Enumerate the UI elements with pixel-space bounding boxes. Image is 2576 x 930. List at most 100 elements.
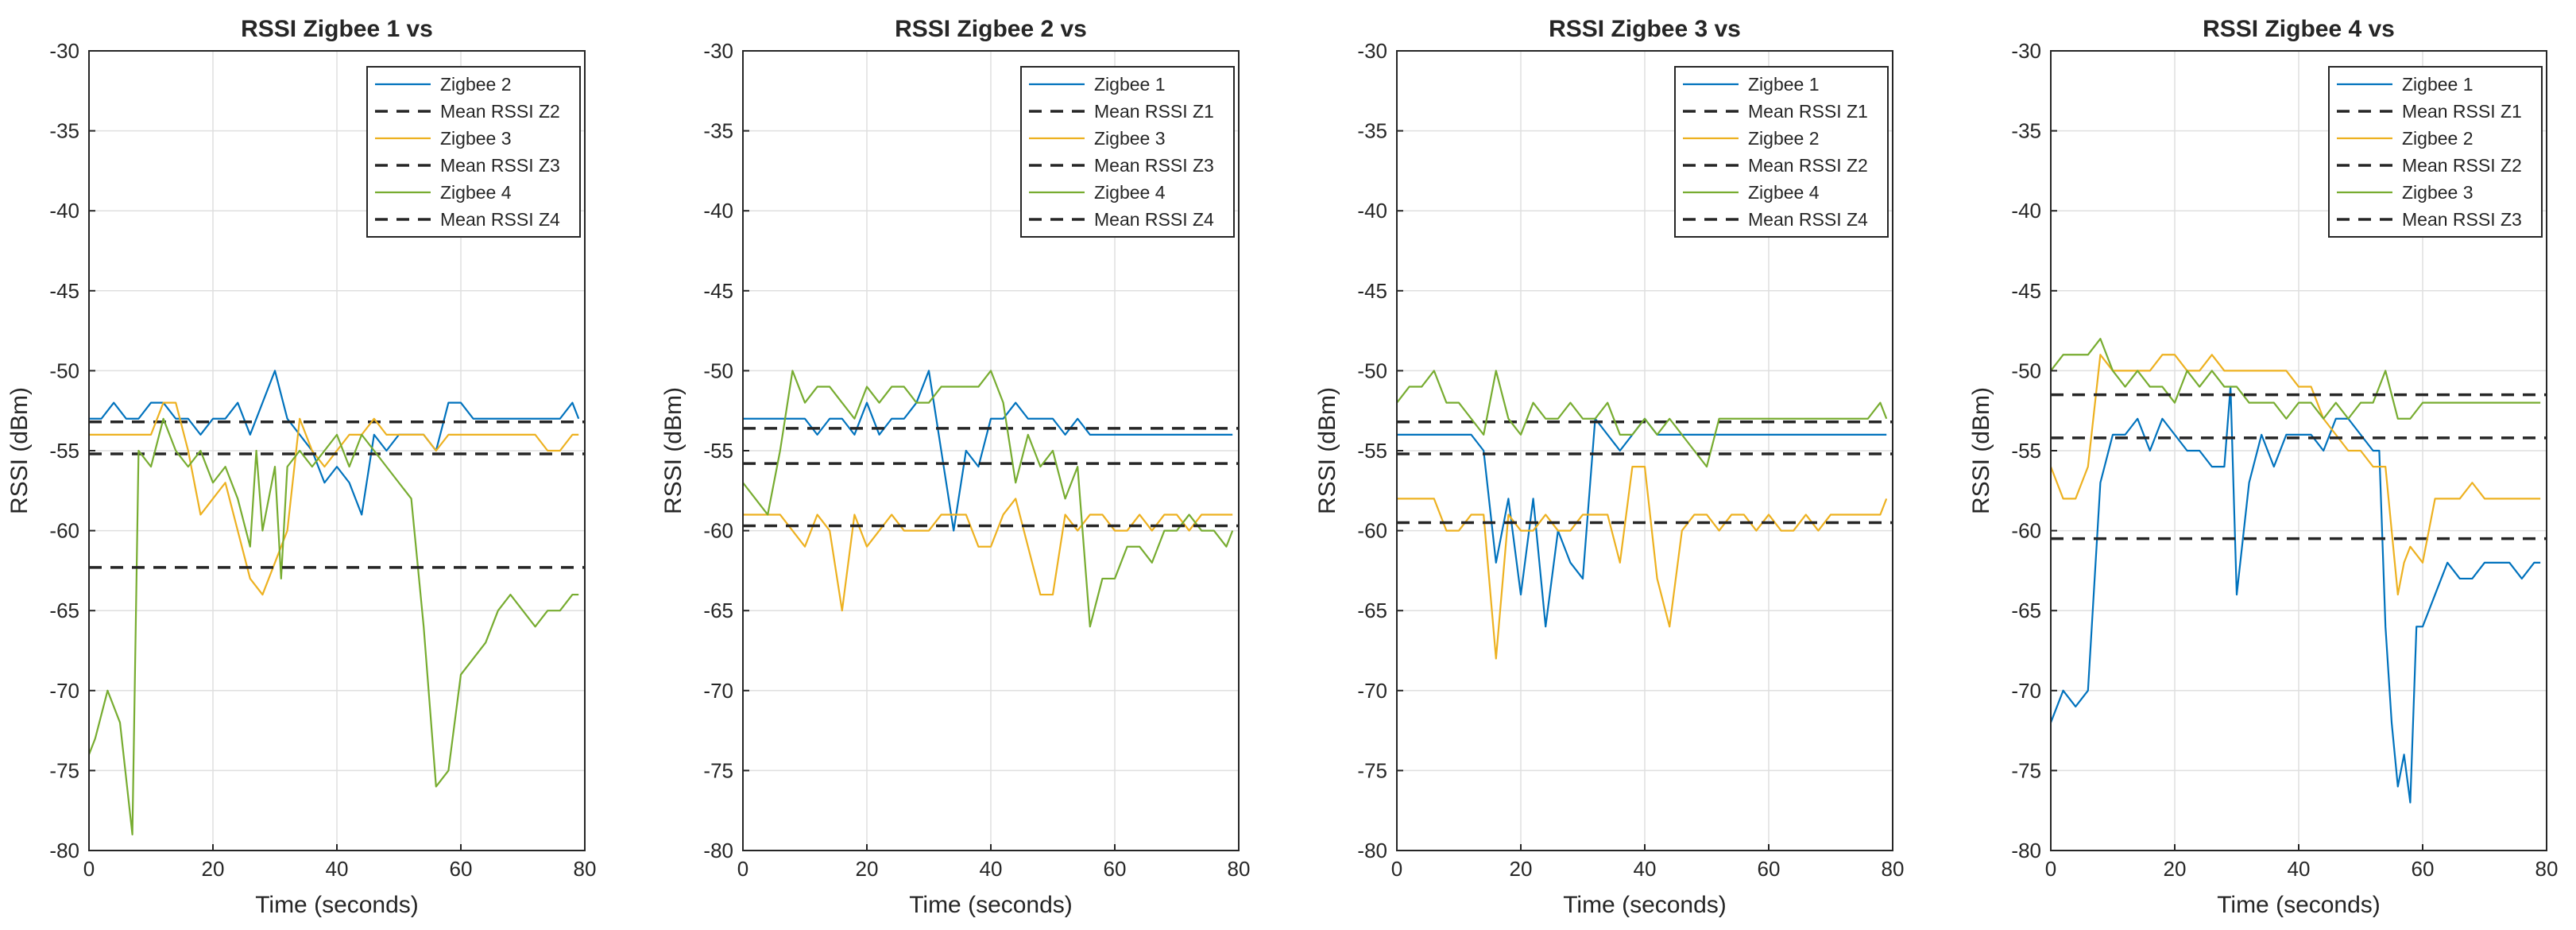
legend-entry: Mean RSSI Z4 xyxy=(1094,209,1214,230)
y-tick-label: -40 xyxy=(703,199,733,223)
y-tick-label: -65 xyxy=(49,599,79,622)
y-tick-label: -45 xyxy=(49,279,79,303)
y-tick-label: -55 xyxy=(2011,439,2041,463)
y-tick-label: -30 xyxy=(1357,39,1387,63)
y-tick-label: -75 xyxy=(703,758,733,782)
legend: Zigbee 1 Mean RSSI Z1 Zigbee 2 Mean RSSI Z2… xyxy=(1674,66,1889,238)
legend-entry: Mean RSSI Z2 xyxy=(2402,155,2522,176)
x-axis-label: Time (seconds) xyxy=(255,892,419,918)
legend-entry: Mean RSSI Z2 xyxy=(440,101,560,122)
series-line xyxy=(2049,386,2541,804)
x-tick-label: 40 xyxy=(2288,857,2311,881)
x-tick-label: 20 xyxy=(202,857,225,881)
legend-box xyxy=(2328,66,2543,238)
y-tick-label: -50 xyxy=(49,358,79,382)
x-tick-label: 20 xyxy=(2164,857,2187,881)
chart-panel-4: 0 20 40 60 80 -80 -75 -70 -65 -60 -55 -50 -45 -40 -35 -… xyxy=(1968,16,2558,918)
y-tick-label: -50 xyxy=(1357,358,1387,382)
legend-entry: Mean RSSI Z1 xyxy=(1748,101,1868,122)
x-axis-label: Time (seconds) xyxy=(1563,892,1727,918)
legend-entry: Zigbee 1 xyxy=(1094,74,1166,95)
series-line xyxy=(89,370,580,516)
chart-title: RSSI Zigbee 4 vs xyxy=(2203,16,2395,42)
y-tick-label: -70 xyxy=(2011,679,2041,703)
legend-box xyxy=(1674,66,1889,238)
y-tick-label: -50 xyxy=(2011,358,2041,382)
y-tick-label: -45 xyxy=(703,279,733,303)
y-tick-label: -65 xyxy=(2011,599,2041,622)
y-tick-label: -65 xyxy=(703,599,733,622)
legend-entry: Zigbee 3 xyxy=(440,128,512,149)
y-tick-label: -45 xyxy=(1357,279,1387,303)
legend-entry: Mean RSSI Z3 xyxy=(2402,209,2522,230)
y-tick-label: -60 xyxy=(2011,519,2041,543)
legend-entry: Mean RSSI Z4 xyxy=(1748,209,1868,230)
x-tick-label: 0 xyxy=(737,857,748,881)
y-tick-label: -75 xyxy=(49,758,79,782)
legend-entry: Zigbee 1 xyxy=(2402,74,2474,95)
y-tick-label: -75 xyxy=(1357,758,1387,782)
y-tick-label: -80 xyxy=(1357,839,1387,862)
y-tick-label: -35 xyxy=(2011,119,2041,143)
x-tick-label: 60 xyxy=(450,857,473,881)
x-tick-label: 40 xyxy=(1634,857,1657,881)
y-tick-label: -65 xyxy=(1357,599,1387,622)
legend-entry: Zigbee 3 xyxy=(2402,182,2474,203)
x-tick-label: 0 xyxy=(83,857,95,881)
y-tick-label: -40 xyxy=(2011,199,2041,223)
legend: Zigbee 1 Mean RSSI Z1 Zigbee 3 Mean RSSI Z3… xyxy=(1020,66,1235,238)
y-tick-label: -55 xyxy=(1357,439,1387,463)
series-line xyxy=(2050,338,2541,420)
legend-entry: Zigbee 3 xyxy=(1094,128,1166,149)
y-axis-label: RSSI (dBm) xyxy=(660,387,687,514)
y-tick-label: -80 xyxy=(703,839,733,862)
y-tick-label: -60 xyxy=(1357,519,1387,543)
x-tick-label: 60 xyxy=(1104,857,1127,881)
series-line xyxy=(87,417,579,835)
y-tick-label: -75 xyxy=(2011,758,2041,782)
y-tick-label: -60 xyxy=(703,519,733,543)
legend-box xyxy=(1020,66,1235,238)
x-tick-label: 40 xyxy=(326,857,349,881)
y-tick-label: -70 xyxy=(49,679,79,703)
legend-entry: Mean RSSI Z1 xyxy=(1094,101,1214,122)
y-tick-label: -80 xyxy=(49,839,79,862)
legend-entry: Mean RSSI Z4 xyxy=(440,209,560,230)
y-axis-label: RSSI (dBm) xyxy=(1968,387,1994,514)
x-tick-label: 80 xyxy=(1228,857,1251,881)
chart-panel-3: 0 20 40 60 80 -80 -75 -70 -65 -60 -55 -50 -45 -40 -35 -… xyxy=(1314,16,1904,918)
legend-entry: Mean RSSI Z2 xyxy=(1748,155,1868,176)
legend-entry: Zigbee 2 xyxy=(2402,128,2474,149)
chart-panel-1: 0 20 40 60 80 -80 -75 -70 -65 -60 -55 -50 -45 -40 -35 -… xyxy=(6,16,596,918)
x-tick-label: 20 xyxy=(1510,857,1533,881)
y-tick-label: -55 xyxy=(49,439,79,463)
series-line xyxy=(1396,370,1888,468)
y-tick-label: -35 xyxy=(703,119,733,143)
x-tick-label: 40 xyxy=(980,857,1003,881)
legend-entry: Zigbee 4 xyxy=(440,182,512,203)
x-tick-label: 60 xyxy=(1758,857,1781,881)
x-tick-label: 80 xyxy=(1882,857,1905,881)
series-line xyxy=(1397,466,1888,660)
y-tick-label: -60 xyxy=(49,519,79,543)
y-tick-label: -40 xyxy=(1357,199,1387,223)
series-line xyxy=(89,401,579,596)
y-tick-label: -30 xyxy=(49,39,79,63)
x-tick-label: 80 xyxy=(2535,857,2559,881)
x-tick-label: 20 xyxy=(856,857,879,881)
y-tick-label: -70 xyxy=(1357,679,1387,703)
y-tick-label: -55 xyxy=(703,439,733,463)
x-tick-label: 0 xyxy=(2045,857,2056,881)
y-axis-label: RSSI (dBm) xyxy=(1314,387,1340,514)
legend-entry: Zigbee 2 xyxy=(1748,128,1820,149)
x-axis-label: Time (seconds) xyxy=(2217,892,2381,918)
legend-entry: Mean RSSI Z3 xyxy=(1094,155,1214,176)
y-axis-label: RSSI (dBm) xyxy=(6,387,33,514)
legend-entry: Mean RSSI Z3 xyxy=(440,155,560,176)
legend-entry: Mean RSSI Z1 xyxy=(2402,101,2522,122)
chart-title: RSSI Zigbee 1 vs xyxy=(241,16,433,42)
y-tick-label: -50 xyxy=(703,358,733,382)
x-axis-label: Time (seconds) xyxy=(909,892,1073,918)
legend: Zigbee 1 Mean RSSI Z1 Zigbee 2 Mean RSSI Z2… xyxy=(2328,66,2543,238)
chart-title: RSSI Zigbee 3 vs xyxy=(1549,16,1741,42)
